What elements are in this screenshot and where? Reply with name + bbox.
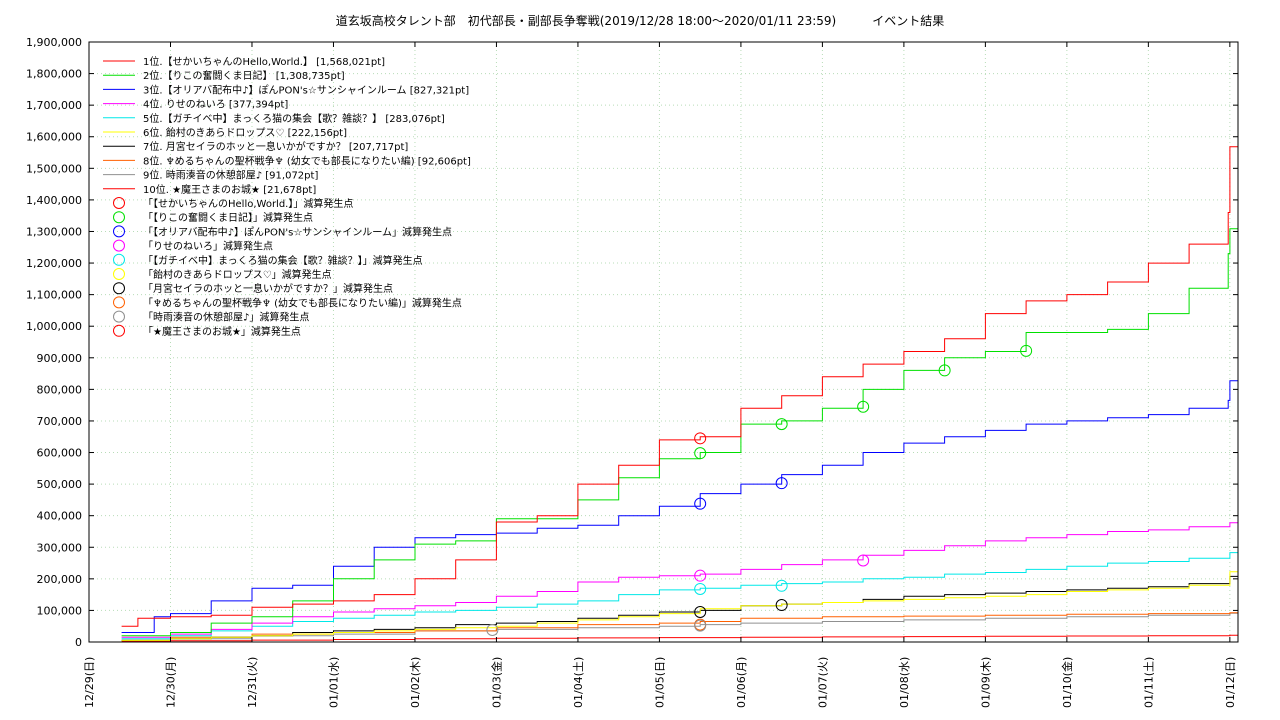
legend-series-label: 9位. 時雨湊音の休憩部屋♪ [91,072pt] bbox=[143, 169, 318, 182]
reduction-point-marker bbox=[938, 364, 951, 377]
series-line bbox=[121, 571, 1238, 641]
y-tick-label: 1,500,000 bbox=[26, 162, 82, 175]
reduction-point-marker bbox=[694, 619, 707, 632]
y-tick-label: 1,600,000 bbox=[26, 131, 82, 144]
reduction-point-marker bbox=[694, 606, 707, 618]
legend-series-label: 7位. 月宮セイラのホッと一息いかがですか？ [207,717pt] bbox=[143, 140, 408, 153]
series-line bbox=[121, 522, 1238, 638]
legend-marker-swatch bbox=[113, 253, 125, 266]
legend-series-label: 10位. ★魔王さまのお城★ [21,678pt] bbox=[143, 183, 316, 196]
reduction-point-marker bbox=[694, 447, 707, 460]
y-tick-label: 1,400,000 bbox=[26, 194, 82, 207]
x-tick-label: 01/04(土) bbox=[572, 657, 585, 708]
y-tick-label: 900,000 bbox=[37, 352, 83, 365]
legend-marker-label: 「【ガチイベ中】まっくろ猫の集会【歌？雑談？】」減算発生点 bbox=[143, 254, 423, 267]
x-tick-label: 01/08(水) bbox=[898, 657, 911, 708]
x-tick-label: 01/07(火) bbox=[816, 657, 829, 708]
legend-marker-label: 「【りこの奮闘くま日記】」減算発生点 bbox=[143, 211, 313, 224]
series-line bbox=[121, 612, 1238, 641]
x-tick-label: 12/29(日) bbox=[83, 657, 96, 708]
legend-marker-label: 「★魔王さまのお城★」減算発生点 bbox=[143, 325, 301, 338]
legend-marker-swatch bbox=[113, 282, 125, 295]
grid-layer bbox=[88, 41, 1238, 643]
legend-marker-label: 「【オリアバ配布中♪】ぽんPON's☆サンシャインルーム」減算発生点 bbox=[143, 225, 452, 238]
legend-marker-label: 「飴村のきあらドロップス♡」減算発生点 bbox=[143, 268, 332, 281]
y-tick-label: 800,000 bbox=[37, 383, 83, 396]
marker-layer bbox=[486, 344, 1033, 636]
legend-series-label: 4位. りせのねいろ [377,394pt] bbox=[143, 98, 288, 111]
reduction-point-marker bbox=[694, 569, 707, 582]
reduction-point-marker bbox=[857, 554, 870, 567]
y-tick-label: 100,000 bbox=[37, 604, 83, 617]
legend-marker-label: 「♆めるちゃんの聖杯戦争♆ (幼女でも部長になりたい編)」減算発生点 bbox=[143, 296, 462, 309]
y-tick-label: 1,700,000 bbox=[26, 99, 82, 112]
legend-layer: 1位.【せかいちゃんのHello,World.】 [1,568,021pt]2位… bbox=[103, 55, 471, 338]
reduction-point-marker bbox=[694, 497, 707, 510]
legend-marker-swatch bbox=[113, 324, 125, 337]
y-tick-label: 1,100,000 bbox=[26, 289, 82, 302]
x-tick-label: 01/09(木) bbox=[979, 657, 992, 708]
legend-marker-label: 「【せかいちゃんのHello,World.】」減算発生点 bbox=[143, 197, 353, 210]
series-line bbox=[121, 575, 1238, 641]
legend-series-label: 2位.【りこの奮闘くま日記】 [1,308,735pt] bbox=[143, 69, 345, 82]
series-layer bbox=[121, 146, 1238, 642]
axis-layer: 0 100,000 200,000 300,000 400,000 500,000 600,… bbox=[26, 36, 1239, 708]
legend-marker-swatch bbox=[113, 211, 125, 224]
x-tick-label: 12/31(火) bbox=[246, 657, 259, 708]
y-tick-label: 1,900,000 bbox=[26, 36, 82, 49]
y-tick-label: 1,200,000 bbox=[26, 257, 82, 270]
y-tick-label: 0 bbox=[75, 636, 82, 649]
series-line bbox=[121, 634, 1238, 642]
legend-series-label: 3位.【オリアバ配布中♪】ぽんPON's☆サンシャインルーム [827,321p… bbox=[143, 83, 469, 96]
legend-marker-swatch bbox=[113, 310, 125, 323]
series-line bbox=[121, 380, 1238, 633]
x-tick-label: 01/03(金) bbox=[489, 657, 503, 708]
reduction-point-marker bbox=[775, 579, 788, 592]
y-tick-label: 200,000 bbox=[37, 573, 83, 586]
y-tick-label: 1,000,000 bbox=[26, 320, 82, 333]
legend-marker-label: 「月宮セイラのホッと一息いかがですか？」減算発生点 bbox=[143, 282, 393, 295]
reduction-point-marker bbox=[486, 624, 499, 636]
y-tick-label: 1,300,000 bbox=[26, 225, 82, 238]
legend-series-label: 6位. 飴村のきあらドロップス♡ [222,156pt] bbox=[143, 126, 347, 139]
x-tick-label: 01/10(金) bbox=[1060, 657, 1074, 708]
legend-marker-swatch bbox=[113, 268, 125, 280]
legend-series-label: 1位.【せかいちゃんのHello,World.】 [1,568,021pt] bbox=[143, 55, 385, 68]
legend-series-label: 5位.【ガチイベ中】まっくろ猫の集会【歌？雑談？】 [283,076pt] bbox=[143, 112, 445, 125]
reduction-point-marker bbox=[1020, 344, 1033, 357]
legend-marker-swatch bbox=[113, 239, 125, 252]
x-tick-label: 01/12(日) bbox=[1224, 657, 1237, 708]
legend-marker-swatch bbox=[113, 296, 125, 309]
reduction-point-marker bbox=[775, 599, 788, 612]
reduction-point-marker bbox=[694, 582, 707, 595]
y-tick-label: 700,000 bbox=[37, 415, 83, 428]
x-tick-label: 12/30(月) bbox=[164, 657, 177, 708]
legend-marker-swatch bbox=[113, 197, 125, 209]
y-tick-label: 300,000 bbox=[37, 541, 83, 554]
legend-marker-label: 「時雨湊音の休憩部屋♪」減算発生点 bbox=[143, 311, 309, 324]
plot-border bbox=[88, 41, 1239, 643]
y-tick-label: 500,000 bbox=[37, 478, 83, 491]
x-tick-label: 01/01(水) bbox=[327, 657, 340, 708]
reduction-point-marker bbox=[857, 400, 870, 413]
legend-marker-swatch bbox=[113, 225, 125, 238]
x-tick-label: 01/11(土) bbox=[1142, 657, 1155, 708]
series-line bbox=[121, 552, 1238, 640]
y-tick-label: 600,000 bbox=[37, 447, 83, 460]
reduction-point-marker bbox=[775, 418, 788, 431]
x-tick-label: 01/06(月) bbox=[735, 657, 748, 708]
reduction-point-marker bbox=[694, 432, 707, 445]
y-tick-label: 1,800,000 bbox=[26, 68, 82, 81]
series-line bbox=[121, 228, 1238, 637]
y-tick-label: 400,000 bbox=[37, 510, 83, 523]
series-line bbox=[121, 146, 1238, 627]
chart-title: 道玄坂高校タレント部 初代部長・副部長争奪戦(2019/12/28 18:00～… bbox=[335, 14, 945, 28]
x-tick-label: 01/02(木) bbox=[409, 657, 422, 708]
reduction-point-marker bbox=[775, 477, 788, 490]
legend-series-label: 8位. ♆めるちゃんの聖杯戦争♆ (幼女でも部長になりたい編) [92,606p… bbox=[143, 154, 471, 167]
x-tick-label: 01/05(日) bbox=[653, 657, 666, 708]
legend-marker-label: 「りせのねいろ」減算発生点 bbox=[143, 240, 273, 253]
